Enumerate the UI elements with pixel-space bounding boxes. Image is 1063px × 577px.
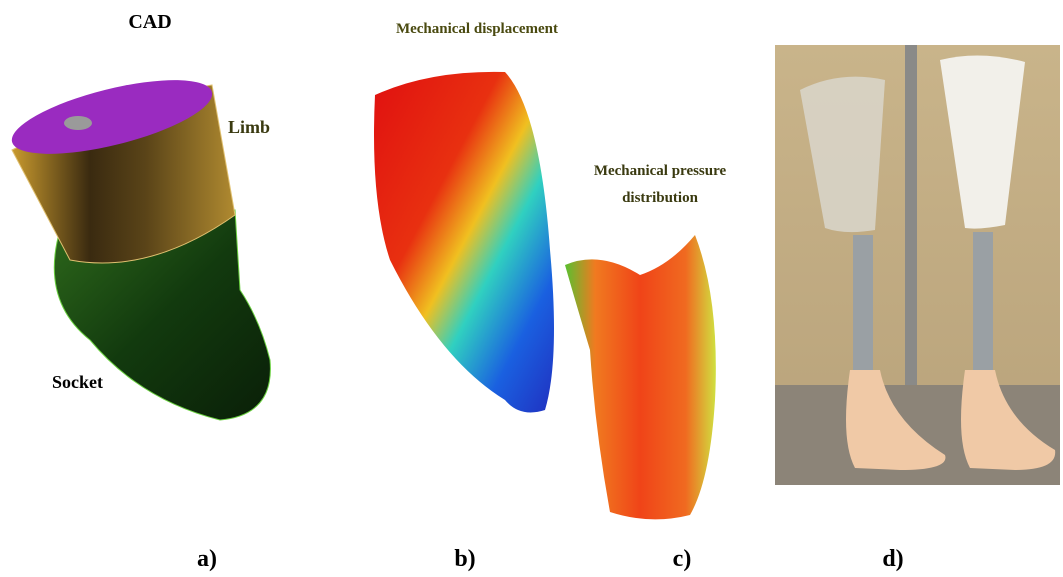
pylon-right [973,232,993,370]
panel-label: a) [197,546,217,572]
pin [64,116,92,130]
panel-title: distribution [622,190,699,206]
door-frame [905,45,917,385]
pressure-map [565,235,716,519]
annotation: Socket [52,372,103,392]
panel-label: c) [673,546,692,572]
panel-label: b) [454,546,475,572]
panel-title: CAD [128,11,171,33]
pylon-left [853,235,873,370]
displacement-map [374,72,554,413]
panel-title: Mechanical pressure [594,163,727,179]
panel-label: d) [882,546,903,572]
page: {"panels": [ {"label": "a)", "title": "C… [0,0,1063,577]
annotation: Limb [228,117,270,137]
figure: CAD Limb Socket Mechanical displacement … [0,0,1063,577]
panel-title: Mechanical displacement [396,21,558,37]
photo [775,45,1060,485]
